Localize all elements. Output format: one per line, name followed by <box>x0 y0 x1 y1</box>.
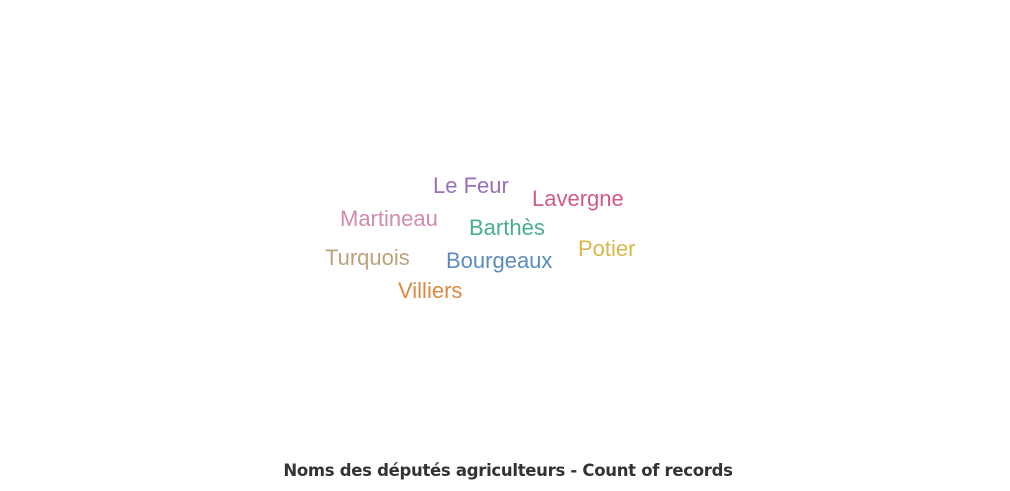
word-lavergne[interactable]: Lavergne <box>532 186 624 211</box>
word-potier[interactable]: Potier <box>578 236 636 261</box>
word-villiers[interactable]: Villiers <box>398 278 463 303</box>
word-turquois[interactable]: Turquois <box>325 245 410 270</box>
word-bourgeaux[interactable]: Bourgeaux <box>446 248 553 273</box>
word-le-feur[interactable]: Le Feur <box>433 173 509 198</box>
word-martineau[interactable]: Martineau <box>340 206 438 231</box>
chart-title: Noms des députés agriculteurs - Count of… <box>283 461 733 480</box>
word-barthes[interactable]: Barthès <box>469 215 545 240</box>
word-cloud: Le Feur Lavergne Martineau Barthès Potie… <box>325 173 636 303</box>
